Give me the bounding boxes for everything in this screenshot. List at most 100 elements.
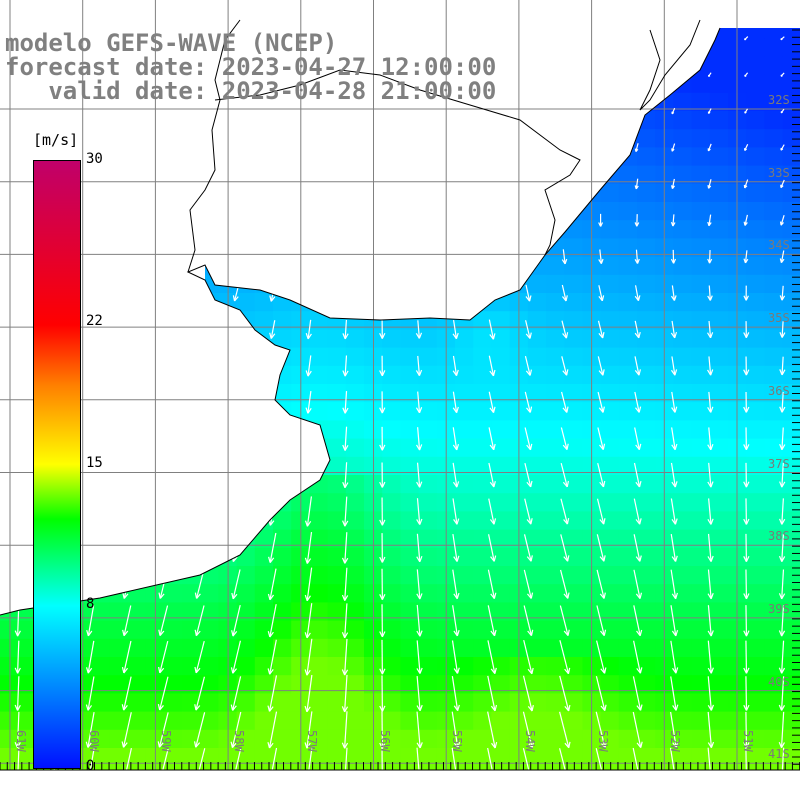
wind-cell <box>345 111 365 130</box>
wind-cell <box>709 147 729 167</box>
wind-cell <box>546 511 565 531</box>
wind-cell <box>673 28 693 39</box>
wind-cell <box>382 456 401 476</box>
wind-arrow <box>707 533 714 562</box>
wind-cell <box>0 183 19 203</box>
wind-cell <box>473 475 492 494</box>
wind-cell <box>764 729 784 749</box>
wind-cell <box>309 493 329 512</box>
wind-arrow <box>305 426 312 451</box>
wind-arrow <box>305 213 313 228</box>
wind-cell <box>163 129 183 148</box>
wind-cell <box>418 147 438 167</box>
wind-cell <box>200 329 219 349</box>
wind-cell <box>309 129 329 148</box>
wind-cell <box>600 56 620 76</box>
wind-arrow <box>232 178 241 190</box>
wind-arrow <box>633 569 643 599</box>
wind-cell <box>618 129 638 148</box>
wind-arrow <box>16 747 20 770</box>
wind-cell <box>600 675 620 694</box>
wind-cell <box>527 420 547 440</box>
wind-arrow <box>14 498 22 525</box>
wind-cell <box>382 711 401 731</box>
wind-cell <box>254 566 274 585</box>
wind-arrow <box>598 249 604 265</box>
wind-cell <box>618 274 638 294</box>
wind-cell <box>182 675 201 694</box>
wind-cell <box>782 693 800 713</box>
wind-cell <box>400 220 420 239</box>
wind-cell <box>473 220 492 239</box>
wind-cell <box>345 129 365 148</box>
wind-cell <box>0 584 19 603</box>
wind-arrow <box>123 320 130 339</box>
wind-cell <box>600 711 620 731</box>
wind-arrow <box>487 605 497 637</box>
wind-cell <box>764 529 784 549</box>
wind-cell <box>527 711 547 731</box>
wind-cell <box>418 657 438 676</box>
wind-cell <box>382 602 401 622</box>
wind-cell <box>0 293 19 312</box>
wind-cell <box>455 256 474 276</box>
wind-arrow <box>707 498 714 525</box>
wind-cell <box>345 220 365 239</box>
wind-cell <box>200 693 219 713</box>
wind-arrow <box>743 356 750 376</box>
wind-cell <box>127 202 147 221</box>
wind-cell <box>491 420 511 440</box>
wind-arrow <box>379 568 386 600</box>
wind-cell <box>782 456 800 476</box>
wind-cell <box>473 620 492 640</box>
wind-cell <box>782 402 800 421</box>
wind-cell <box>527 475 547 494</box>
wind-cell <box>691 547 711 567</box>
wind-cell <box>473 566 492 585</box>
wind-cell <box>236 293 256 312</box>
wind-arrow <box>559 640 571 675</box>
wind-cell <box>236 602 256 622</box>
wind-cell <box>673 711 693 731</box>
wind-arrow <box>451 676 460 712</box>
wind-cell <box>400 566 420 585</box>
wind-arrow <box>341 532 349 564</box>
wind-cell <box>345 365 365 385</box>
wind-cell <box>127 566 147 585</box>
wind-cell <box>637 28 656 39</box>
wind-cell <box>236 566 256 585</box>
wind-cell <box>455 748 474 767</box>
wind-cell <box>709 475 729 494</box>
wind-cell <box>709 420 729 440</box>
wind-cell <box>345 693 365 713</box>
wind-cell <box>163 566 183 585</box>
wind-arrow <box>269 142 277 153</box>
wind-arrow <box>342 355 349 377</box>
wind-arrow <box>268 747 278 770</box>
wind-cell <box>254 220 274 239</box>
wind-cell <box>782 38 800 57</box>
wind-cell <box>163 402 183 421</box>
wind-cell <box>764 566 784 585</box>
wind-cell <box>527 202 547 221</box>
wind-cell <box>491 347 511 367</box>
wind-cell <box>491 147 511 167</box>
colorbar-tick-label: 8 <box>86 596 95 613</box>
wind-cell <box>309 311 329 330</box>
wind-arrow <box>379 711 386 749</box>
wind-cell <box>673 729 693 749</box>
wind-cell <box>309 475 329 494</box>
wind-arrow <box>779 321 786 338</box>
wind-arrow <box>525 35 530 41</box>
wind-cell <box>691 384 711 403</box>
wind-arrow <box>560 534 570 562</box>
wind-cell <box>0 766 19 770</box>
wind-cell <box>546 547 565 567</box>
wind-cell <box>345 384 365 403</box>
wind-cell <box>527 547 547 567</box>
wind-arrow <box>780 108 785 114</box>
wind-cell <box>473 402 492 421</box>
wind-cell <box>418 456 438 476</box>
wind-cell <box>564 347 583 367</box>
